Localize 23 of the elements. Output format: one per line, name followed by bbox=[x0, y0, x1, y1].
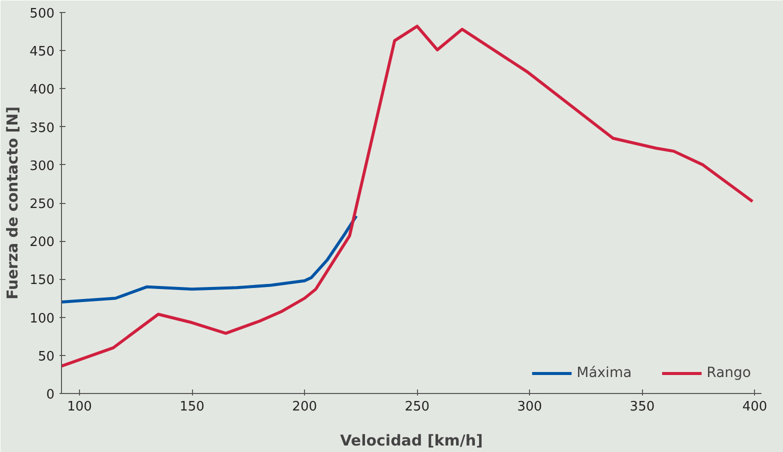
y-tick-label: 300 bbox=[30, 158, 55, 174]
y-tick-label: 150 bbox=[30, 273, 55, 288]
x-tick-label: 350 bbox=[630, 400, 655, 414]
x-axis-title: Velocidad [km/h] bbox=[340, 432, 483, 450]
y-tick-label: 350 bbox=[30, 120, 55, 136]
y-tick-label: 200 bbox=[30, 235, 55, 250]
x-tick-label: 400 bbox=[742, 400, 768, 414]
y-tick-label: 0 bbox=[46, 388, 55, 402]
x-tick-label: 200 bbox=[292, 400, 318, 414]
y-tick-label: 50 bbox=[38, 349, 55, 364]
legend-label: Máxima bbox=[576, 365, 632, 381]
y-axis-title: Fuerza de contacto [N] bbox=[4, 106, 22, 300]
x-tick-label: 300 bbox=[517, 400, 542, 414]
x-tick-label: 100 bbox=[67, 400, 92, 414]
x-tick-label: 250 bbox=[404, 400, 430, 414]
y-tick-label: 400 bbox=[30, 82, 55, 98]
legend-label: Rango bbox=[706, 365, 751, 381]
x-tick-label: 150 bbox=[180, 400, 204, 414]
y-tick-label: 500 bbox=[30, 6, 55, 22]
y-tick-label: 100 bbox=[30, 311, 55, 326]
line-series bbox=[62, 214, 358, 304]
y-tick-label: 250 bbox=[30, 197, 55, 212]
y-tick-label: 450 bbox=[30, 44, 55, 60]
